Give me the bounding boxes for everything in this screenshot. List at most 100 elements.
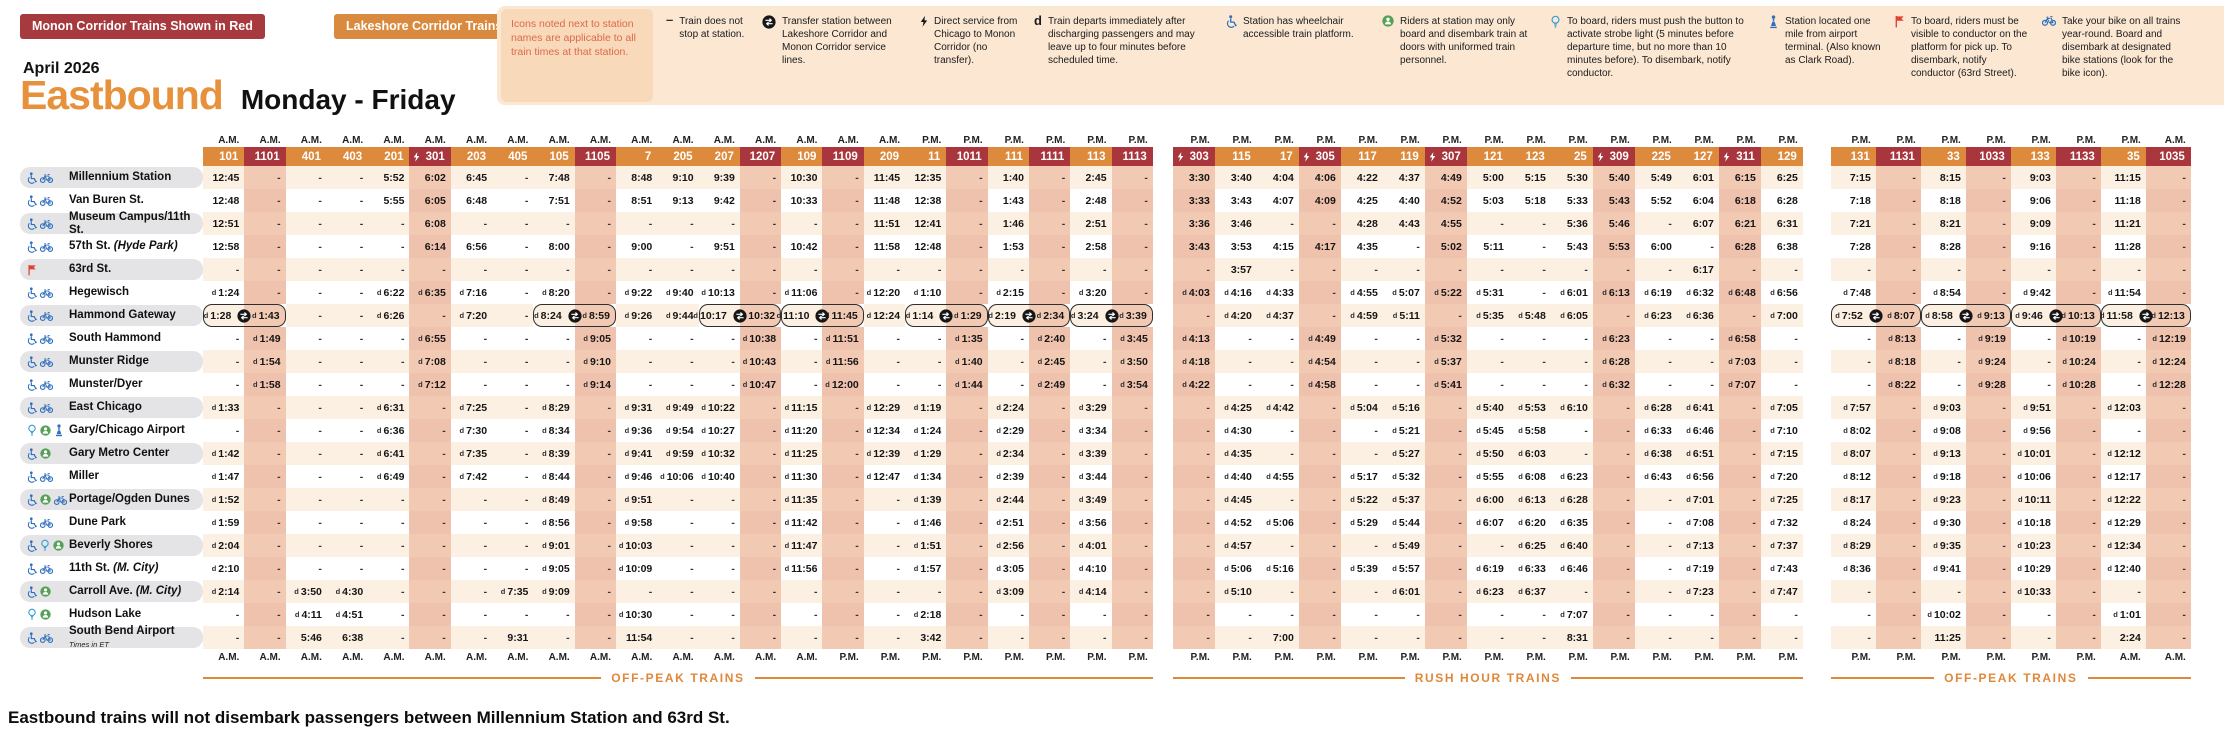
time-cell: - [1070,373,1112,396]
d-icon: d [1034,13,1042,28]
ampm-bottom-label: P.M. [2076,651,2096,663]
train-number-chip: 117 [1340,147,1383,166]
time-cell: - [946,534,988,557]
train-number-chip: 133 [2010,147,2056,166]
time-cell: - [1340,373,1383,396]
time-cell: d 10:38 [739,327,782,350]
train-number-chip: 307 [1424,147,1467,166]
time-cell: - [1111,465,1153,488]
time-cell: - [1172,419,1215,442]
time-cell: - [739,442,782,465]
dash-icon: – [666,12,674,27]
time-cell: - [1424,534,1467,557]
train-number: 7 [644,150,652,163]
time-cell: d 7:43 [1760,557,1803,580]
time-cell: d 6:37 [1508,580,1551,603]
time-cell: d 12:22 [2100,488,2146,511]
legend-strip [497,6,2224,105]
time-cell: 1:46 [987,212,1029,235]
ampm-top-label: P.M. [1568,134,1588,146]
time-cell: d 8:12 [1830,465,1876,488]
time-cell: - [1028,166,1071,189]
time-cell: - [409,580,451,603]
bike-icon [40,196,53,206]
time-cell: - [244,442,286,465]
ampm-top-label: A.M. [342,134,364,146]
time-cell: - [1676,603,1719,626]
station-name: Beverly Shores [69,539,153,552]
time-cell: 6:15 [1718,166,1761,189]
train-number: 305 [1315,150,1335,163]
person-icon [40,609,51,620]
time-cell: - [326,488,369,511]
time-cell: 4:07 [1256,189,1299,212]
time-cell: - [368,373,410,396]
time-cell: 12:38 [905,189,947,212]
time-cell: d 3:54 [1111,373,1153,396]
time-cell: - [492,373,534,396]
time-cell: - [698,626,740,649]
time-cell: 3:33 [1172,189,1215,212]
time-cell: 4:15 [1256,235,1299,258]
time-cell: d 4:18 [1172,350,1215,373]
ampm-top-label: A.M. [796,134,818,146]
ampm-top-label: A.M. [2164,134,2186,146]
train-number-chip: 1133 [2055,147,2101,166]
person-icon [40,494,51,505]
time-cell: - [1111,419,1153,442]
time-cell: d 4:30 [326,580,369,603]
train-number-chip: 113 [1070,147,1112,166]
time-cell: - [1634,603,1677,626]
station-icons [27,631,69,644]
time-cell: d 9:58 [615,511,658,534]
time-cell: - [1172,442,1215,465]
time-cell: - [450,626,493,649]
time-cell: - [574,189,616,212]
time-cell: d 7:35 [450,442,493,465]
train-number: 109 [797,150,817,163]
time-cell: - [2055,281,2101,304]
time-cell: - [781,626,823,649]
time-cell: 8:31 [1550,626,1593,649]
time-cell: - [1920,350,1966,373]
time-cell: d 5:55 [1466,465,1509,488]
transfer-icon [568,308,582,323]
wheelchair-icon [27,539,37,552]
time-cell: - [1298,396,1341,419]
time-cell: - [1111,258,1153,281]
time-cell: - [657,373,699,396]
train-number-chip: 25 [1550,147,1593,166]
transfer-icon [1022,308,1036,323]
time-cell: - [285,373,327,396]
time-cell: - [1718,603,1761,626]
time-cell: - [863,603,906,626]
ampm-bottom-label: P.M. [1128,651,1148,663]
time-cell: - [574,580,616,603]
time-cell: d 9:31 [615,396,658,419]
transfer-icon [1869,308,1883,323]
time-cell: - [1965,419,2011,442]
time-cell: d 9:19 [1965,327,2011,350]
time-cell: 7:18 [1830,189,1876,212]
time-cell: 5:49 [1634,166,1677,189]
time-cell: d 1:42 [203,442,245,465]
time-cell: 9:03 [2010,166,2056,189]
time-cell: - [1028,258,1071,281]
time-cell: - [203,373,245,396]
time-cell: - [822,580,864,603]
time-cell: - [739,419,782,442]
time-cell: - [863,511,906,534]
time-cell: d 12:29 [863,396,906,419]
transfer-icon [1959,308,1973,323]
legend-item: To board, riders must push the button to… [1550,15,1758,80]
time-cell: - [1760,327,1803,350]
time-cell: - [2145,511,2191,534]
time-cell: - [698,373,740,396]
station-row: Gary Metro Center [20,443,203,464]
time-cell: d 2:44 [987,488,1029,511]
train-number: 111 [1005,150,1023,163]
transfer-icon [815,308,830,323]
time-cell: - [615,258,658,281]
bike-icon [40,472,53,482]
time-cell: - [1111,603,1153,626]
